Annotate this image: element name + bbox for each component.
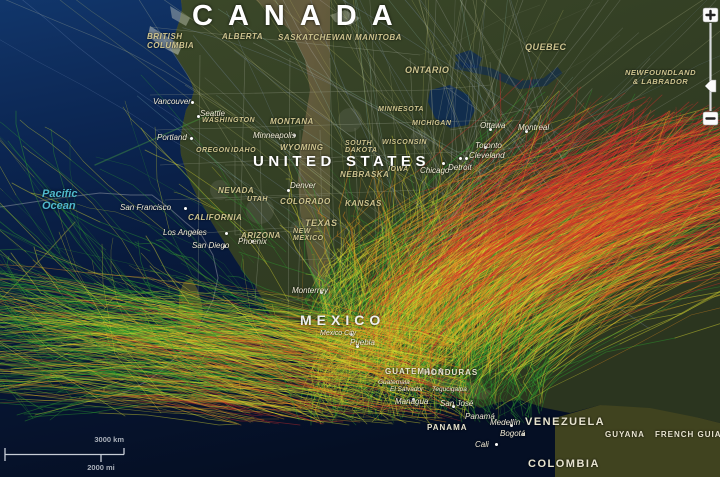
- svg-text:3000 km: 3000 km: [94, 435, 124, 444]
- svg-text:2000 mi: 2000 mi: [87, 463, 115, 472]
